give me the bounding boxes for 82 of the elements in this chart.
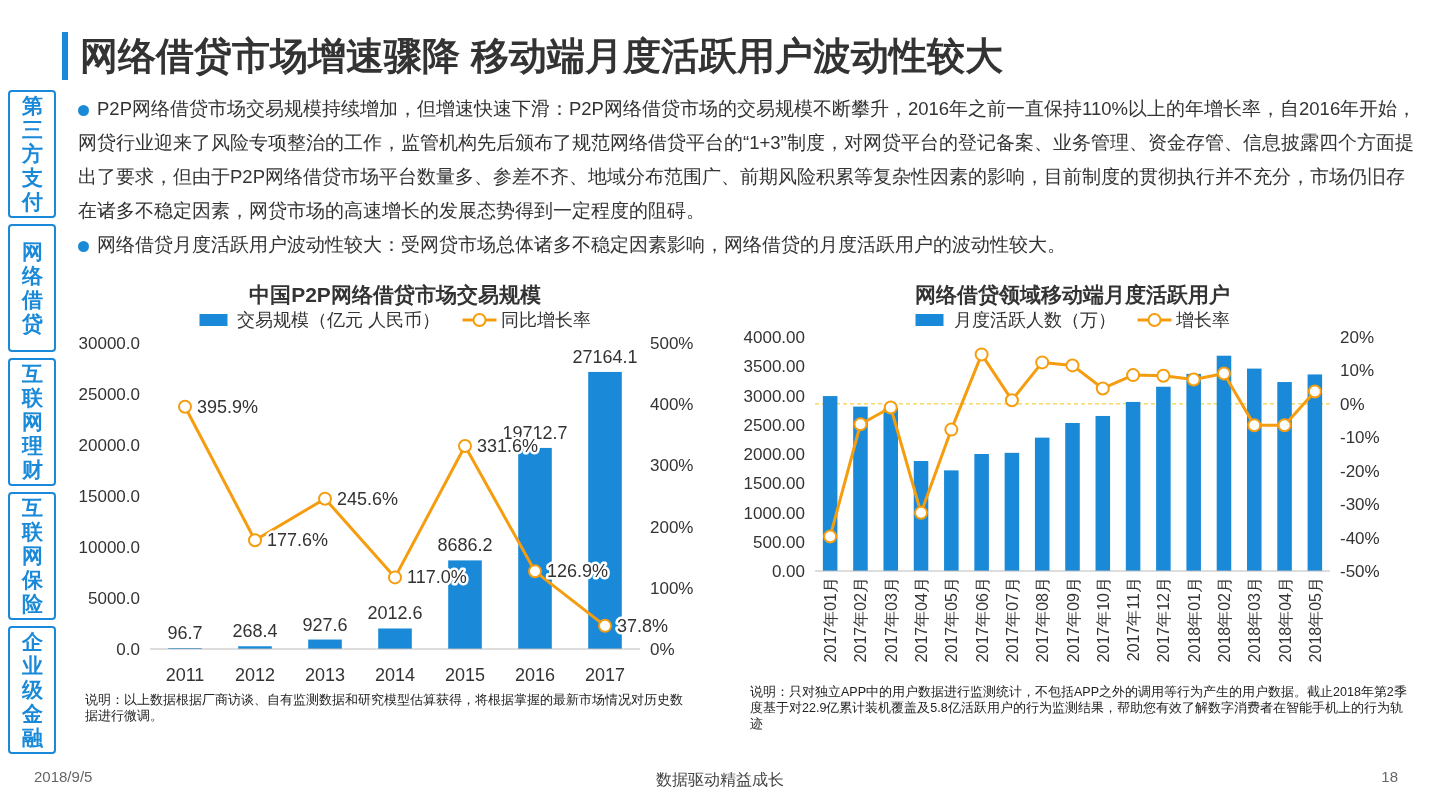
y-tick-label: 0.00: [771, 562, 805, 581]
data-label: 2012.6: [367, 603, 423, 624]
x-tick-label: 2017年03月: [882, 577, 900, 663]
y-tick-label: 1000.00: [743, 503, 805, 523]
y-tick-label: 25000.0: [78, 385, 140, 404]
x-tick-label: 2011: [165, 665, 205, 685]
x-tick-label: 2017年08月: [1034, 577, 1052, 663]
x-tick-label: 2017年09月: [1064, 577, 1082, 663]
x-tick-label: 2018年03月: [1246, 577, 1264, 663]
x-tick-label: 2018年02月: [1215, 577, 1233, 663]
y2-tick-label: 100%: [650, 578, 694, 598]
text: 网络借贷月度活跃用户波动性较大：受网贷市场总体诸多不稳定因素影响，网络借贷的月度活跃用户的波动性较大。: [96, 233, 1067, 257]
y2-tick-label: -10%: [1340, 428, 1380, 448]
x-tick-label: 2017年01月: [822, 577, 840, 663]
x-tick-label: 2014: [374, 665, 416, 685]
y-tick-label: 2000.00: [743, 445, 805, 464]
legend-label: 同比增长率: [500, 310, 591, 330]
x-tick-label: 2017年06月: [973, 577, 991, 663]
y-tick-label: 15000.0: [78, 487, 140, 506]
x-tick-label: 2018年05月: [1306, 577, 1324, 663]
text: 18: [1381, 768, 1398, 785]
y-tick-label: 0.0: [116, 640, 140, 659]
text: 网络借贷: [21, 240, 43, 336]
x-tick-label: 2015: [444, 665, 486, 685]
y2-tick-label: 400%: [650, 395, 694, 415]
legend-label: 增长率: [1174, 310, 1230, 330]
text: 互联网保险: [21, 496, 43, 616]
y2-tick-label: 10%: [1340, 361, 1375, 381]
y2-tick-label: -30%: [1340, 495, 1380, 515]
chart-title: 网络借贷领域移动端月度活跃用户: [915, 283, 1230, 307]
data-label: 27164.1: [572, 346, 638, 367]
y2-tick-label: 300%: [650, 456, 694, 476]
y-tick-label: 3000.00: [743, 386, 805, 406]
text: 企业级金融: [21, 630, 43, 750]
y-tick-label: 1500.00: [743, 474, 805, 494]
x-tick-label: 2012: [234, 665, 276, 685]
y-tick-label: 3500.00: [743, 357, 805, 377]
y2-tick-label: 0%: [650, 640, 675, 659]
text: 2018/9/5: [34, 768, 93, 785]
y2-tick-label: 500%: [650, 334, 694, 353]
data-label: 177.6%: [267, 530, 329, 551]
y-tick-label: 5000.0: [88, 589, 140, 608]
text: 第三方支付: [21, 94, 43, 214]
text: P2P网络借贷市场交易规模持续增加，但增速快速下滑：P2P网络借贷市场的交易规模不断攀升，2016年之前一直保持110%以上的年增长率，自2016年开始，网贷行业迎来了风险专项整治的工作，监管机构先后颁布了规范网络借贷平台的“1+3”制度，对网贷平台的登记备案、业务管理、资金存管、信息披露四个方面提出了要求，但由于P2P网络借贷市场平台数量多、参差不齐、地域分布范围广、前期风险积累等复杂性因素的影响，目前制度的贯彻执行并不充分，市场仍旧存在诸多不稳定因素，网贷市场的高速增长的发展态势得到一定程度的阻碍。: [78, 97, 1418, 223]
y2-tick-label: -40%: [1340, 528, 1380, 548]
text: 说明：以上数据根据厂商访谈、自有监测数据和研究模型估算获得，将根据掌握的最新市场情况对历史数据进行微调。: [85, 692, 684, 724]
x-tick-label: 2017年11月: [1125, 577, 1143, 662]
y2-tick-label: 0%: [1340, 394, 1365, 414]
text: 数据驱动精益成长: [656, 771, 784, 788]
x-tick-label: 2017年10月: [1094, 577, 1112, 663]
y-tick-label: 10000.0: [78, 538, 140, 557]
data-label: 96.7: [167, 623, 203, 644]
x-tick-label: 2017年05月: [943, 577, 961, 663]
x-tick-label: 2017年12月: [1155, 577, 1173, 663]
x-tick-label: 2017年04月: [913, 577, 931, 663]
x-tick-label: 2017年02月: [852, 577, 870, 663]
x-tick-label: 2013: [304, 665, 346, 685]
data-label: 245.6%: [337, 488, 399, 509]
data-label: 8686.2: [437, 535, 493, 556]
text: 互联网理财: [21, 362, 43, 482]
y-tick-label: 2500.00: [743, 415, 805, 435]
text: 说明：只对独立APP中的用户数据进行监测统计，不包括APP之外的调用等行为产生的用户数据。截止2018年第2季度基于对22.9亿累计装机覆盖及5.8亿活跃用户的行为监测结果，帮助您有效了解数字消费者在智能手机上的行为轨迹: [750, 684, 1408, 732]
legend-label: 交易规模（亿元 人民币）: [237, 310, 441, 330]
data-label: 927.6: [302, 614, 348, 635]
y-tick-label: 4000.00: [743, 328, 805, 347]
x-tick-label: 2018年04月: [1276, 577, 1294, 663]
data-label: 268.4: [232, 621, 278, 642]
x-tick-label: 2017: [584, 665, 626, 685]
y-tick-label: 500.00: [753, 532, 805, 552]
y2-tick-label: 200%: [650, 517, 694, 537]
text: 网络借贷市场增速骤降 移动端月度活跃用户波动性较大: [62, 32, 1003, 80]
y2-tick-label: -20%: [1340, 461, 1380, 481]
x-tick-label: 2016: [514, 665, 556, 685]
legend-label: 月度活跃人数（万）: [953, 310, 1116, 330]
y2-tick-label: -50%: [1340, 562, 1380, 581]
y2-tick-label: 20%: [1340, 328, 1375, 347]
y-tick-label: 20000.0: [78, 436, 140, 455]
data-label: 395.9%: [197, 396, 259, 417]
chart-title: 中国P2P网络借贷市场交易规模: [249, 283, 541, 307]
x-tick-label: 2018年01月: [1185, 577, 1203, 663]
y-tick-label: 30000.0: [78, 334, 140, 353]
x-tick-label: 2017年07月: [1003, 577, 1021, 663]
